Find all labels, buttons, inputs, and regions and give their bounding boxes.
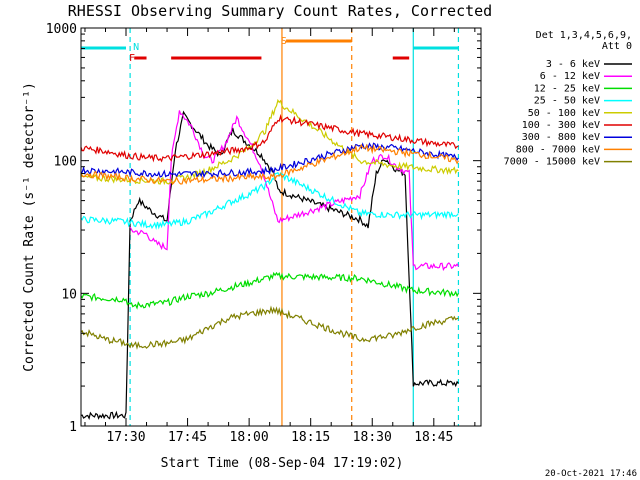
x-tick-label-1: 17:45: [168, 430, 207, 445]
series-line-4: [80, 98, 459, 186]
y-tick-label-2: 100: [54, 155, 77, 170]
x-tick-label-3: 18:15: [291, 430, 330, 445]
flag-label-flare: F: [129, 53, 135, 64]
legend-label-6: 300 - 800 keV: [522, 132, 600, 143]
series-line-5: [80, 113, 459, 163]
legend-label-5: 100 - 300 keV: [522, 120, 600, 131]
y-axis-label: Corrected Count Rate (s⁻¹ detector⁻¹): [22, 82, 37, 372]
plot-frame: [80, 27, 482, 427]
y-tick-label-1: 10: [61, 287, 77, 302]
legend-header-0: Det 1,3,4,5,6,9,: [536, 30, 632, 41]
flag-label-saa: S: [281, 36, 287, 47]
legend-label-4: 50 - 100 keV: [528, 108, 600, 119]
y-tick-label-3: 1000: [46, 22, 77, 37]
chart-title: RHESSI Observing Summary Count Rates, Co…: [68, 2, 492, 20]
x-tick-label-4: 18:30: [353, 430, 392, 445]
legend-label-7: 800 - 7000 keV: [516, 144, 600, 155]
series-line-0: [80, 110, 459, 421]
series-line-8: [80, 305, 459, 350]
x-tick-label-2: 18:00: [230, 430, 269, 445]
legend-label-2: 12 - 25 keV: [534, 83, 600, 94]
legend-label-1: 6 - 12 keV: [540, 71, 600, 82]
plot-area: NF S: [80, 28, 460, 426]
legend-header-1: Att 0: [602, 41, 632, 52]
legend-label-3: 25 - 50 keV: [534, 96, 600, 107]
x-tick-label-0: 17:30: [106, 430, 145, 445]
series-line-3: [80, 171, 459, 230]
series-line-6: [80, 142, 459, 179]
x-tick-label-5: 18:45: [414, 430, 453, 445]
series-line-2: [80, 271, 459, 310]
footer-timestamp: 20-Oct-2021 17:46: [545, 469, 637, 479]
y-tick-label-0: 1: [69, 420, 77, 435]
legend-label-0: 3 - 6 keV: [546, 59, 600, 70]
series-line-1: [129, 110, 459, 272]
axes: 17:30 17:45 18:00 18:15 18:30 18:45 1 10 100 1000: [46, 22, 481, 445]
flag-label-night: N: [133, 42, 139, 53]
series-line-7: [80, 143, 459, 186]
legend-label-8: 7000 - 15000 keV: [504, 157, 600, 168]
x-axis-label: Start Time (08-Sep-04 17:19:02): [161, 456, 404, 471]
